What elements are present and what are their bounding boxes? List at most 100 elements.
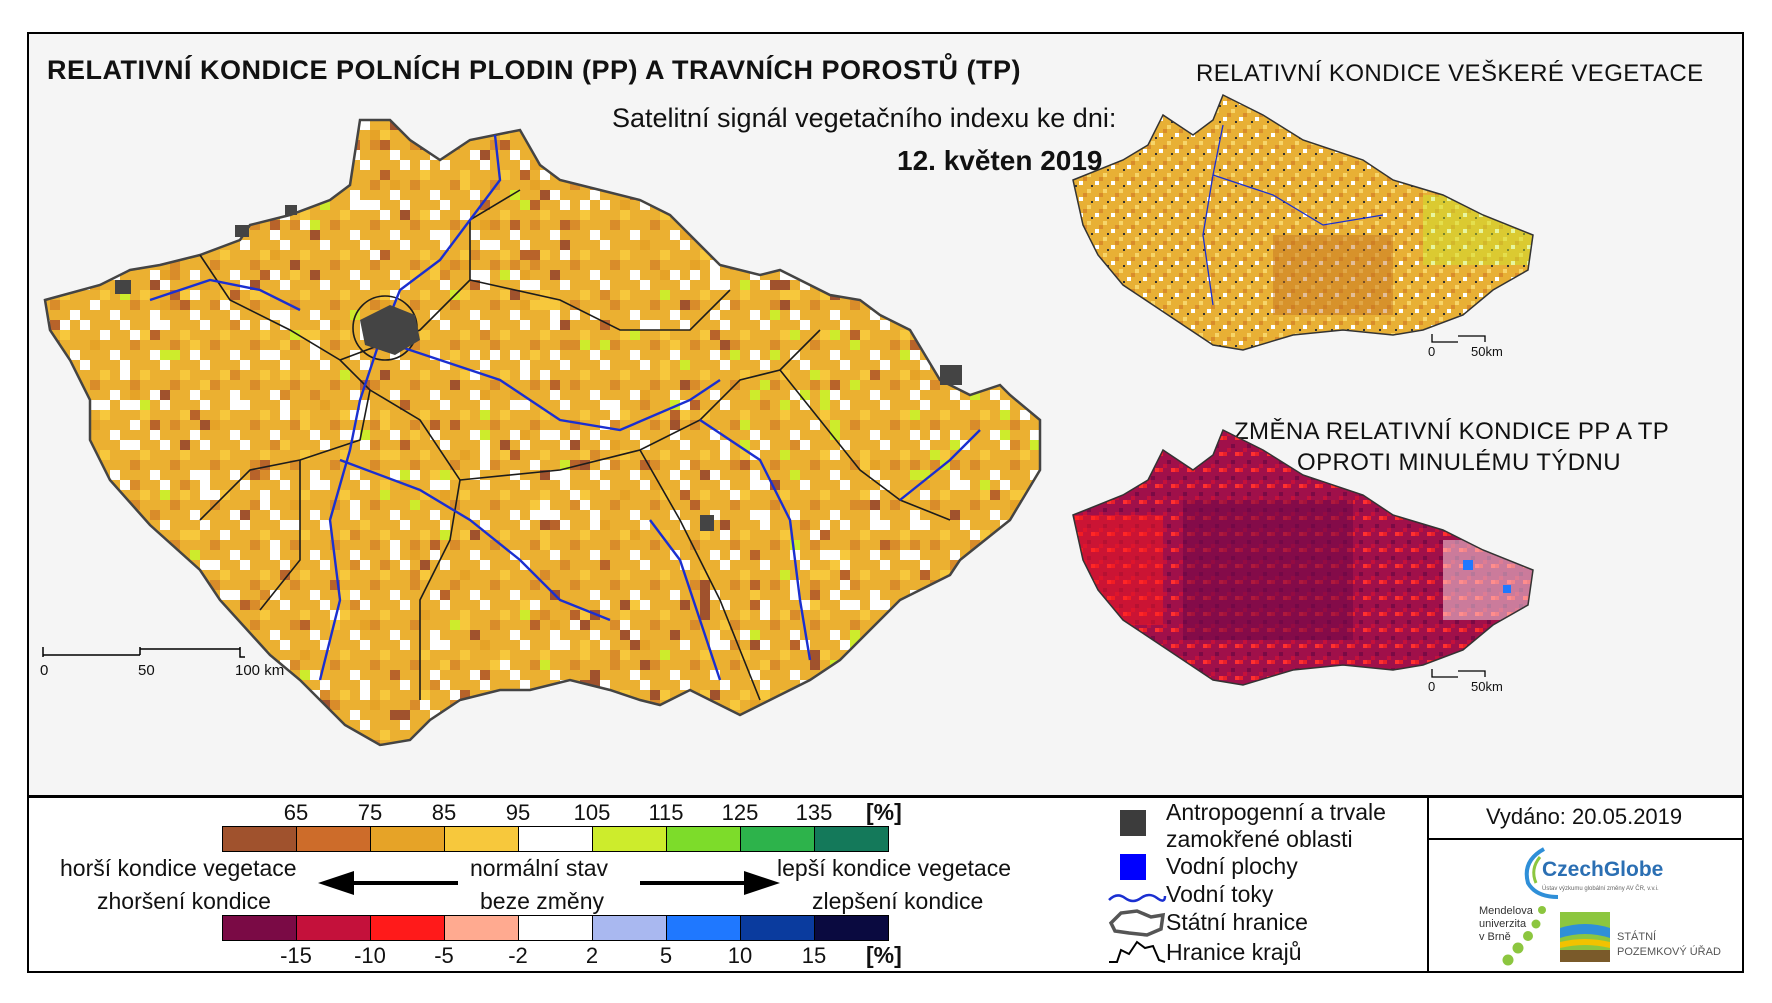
map-cell [680,730,690,740]
map-cell [890,120,900,130]
map-cell [1030,580,1040,590]
map-cell [1030,400,1040,410]
map-cell [370,460,380,470]
map-cell [790,440,800,450]
map-cell [220,610,230,620]
map-cell [170,350,180,360]
map-cell [800,390,810,400]
map-cell [290,700,300,710]
map-cell [340,430,350,440]
grey-square-icon [1120,810,1146,836]
map-cell [450,470,460,480]
map-cell [280,570,290,580]
map-cell [70,520,80,530]
map-cell [570,700,580,710]
map-cell [290,270,300,280]
map-cell [730,190,740,200]
map-cell [460,180,470,190]
map-cell [960,190,970,200]
map-cell [680,490,690,500]
map-cell [620,620,630,630]
map-cell [1000,670,1010,680]
map-cell [910,460,920,470]
map-cell [700,610,710,620]
map-cell [40,110,50,120]
condition-tick-label: 65 [283,800,309,825]
map-cell [920,210,930,220]
map-cell [910,540,920,550]
map-cell [550,640,560,650]
map-cell [320,170,330,180]
map-cell [680,720,690,730]
map-cell [520,600,530,610]
map-cell [980,590,990,600]
map-cell [650,740,660,745]
map-cell [560,470,570,480]
map-cell [1020,110,1030,120]
map-cell [910,520,920,530]
map-cell [520,250,530,260]
map-cell [430,680,440,690]
map-cell [450,300,460,310]
change-swatch [592,915,667,941]
map-cell [790,330,800,340]
map-cell [790,470,800,480]
map-cell [330,580,340,590]
map-cell [670,400,680,410]
map-cell [200,490,210,500]
map-cell [140,160,150,170]
arrow-left-top: horší kondice vegetace [60,855,297,881]
map-cell [730,740,740,745]
map-cell [260,470,270,480]
map-cell [620,490,630,500]
map-cell [130,230,140,240]
map-cell [550,740,560,745]
map-cell [770,280,780,290]
map-cell [400,210,410,220]
map-cell [790,230,800,240]
map-cell [660,160,670,170]
map-cell [360,390,370,400]
map-cell [130,710,140,720]
map-cell [390,450,400,460]
map-cell [430,420,440,430]
symbol-region-borders: Hranice krajů [1166,939,1302,965]
map-cell [820,520,830,530]
map-cell [240,600,250,610]
map-cell [100,580,110,590]
map-cell [45,210,50,220]
map-cell [690,260,700,270]
map-cell [880,220,890,230]
map-cell [670,340,680,350]
map-cell [130,390,140,400]
map-cell [340,130,350,140]
map-cell [50,610,60,620]
map-cell [660,360,670,370]
map-cell [260,200,270,210]
map-cell [330,170,340,180]
main-date: 12. květen 2019 [897,145,1103,176]
map-cell [630,170,640,180]
map-cell [930,240,940,250]
map-cell [290,260,300,270]
map-cell [720,520,730,530]
map-cell [990,620,1000,630]
map-cell [760,660,770,670]
map-cell [600,320,610,330]
map-cell [220,590,230,600]
map-cell [670,630,680,640]
map-cell [280,180,290,190]
map-cell [720,740,730,745]
map-cell [700,230,710,240]
map-cell [230,400,240,410]
map-cell [760,690,770,700]
inset-top-title: RELATIVNÍ KONDICE VEŠKERÉ VEGETACE [1196,60,1704,87]
arrow-right-top: lepší kondice vegetace [777,855,1011,881]
change-swatch [740,915,815,941]
map-cell [560,340,570,350]
map-cell [90,420,100,430]
issued-date: Vydáno: 20.05.2019 [1486,804,1683,829]
map-cell [130,330,140,340]
map-cell [190,670,200,680]
map-cell [70,280,80,290]
